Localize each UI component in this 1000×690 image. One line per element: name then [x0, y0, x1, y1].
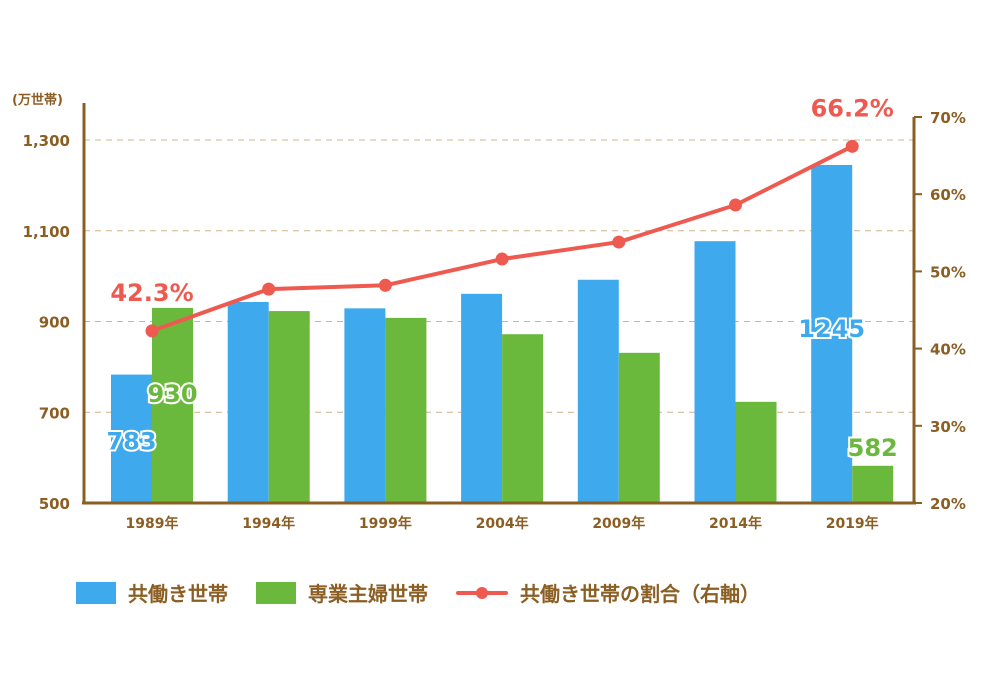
data-label: 582 — [848, 434, 898, 462]
legend-swatch-line — [456, 582, 508, 604]
right-tick-label: 50% — [930, 263, 966, 281]
bar-dual-income — [694, 241, 736, 503]
bar-dual-income — [811, 164, 853, 504]
data-label: 1245 — [798, 315, 865, 343]
legend-item-ratio: 共働き世帯の割合（右軸） — [456, 578, 760, 607]
x-tick-label: 2004年 — [476, 515, 529, 532]
bar-dual-income — [577, 279, 619, 503]
left-tick-label: 500 — [39, 495, 70, 513]
legend: 共働き世帯 専業主婦世帯 共働き世帯の割合（右軸） — [76, 578, 788, 607]
right-tick-label: 20% — [930, 495, 966, 513]
ratio-point — [845, 139, 859, 153]
ratio-point — [378, 278, 392, 292]
ratio-point — [612, 235, 626, 249]
data-label: 42.3% — [110, 279, 193, 307]
bar-dual-income — [461, 293, 503, 503]
bar-dual-income — [227, 301, 269, 503]
right-tick-label: 70% — [930, 109, 966, 127]
bar-housewife — [152, 307, 193, 503]
ratio-point — [495, 252, 509, 266]
right-tick-label: 60% — [930, 186, 966, 204]
bar-housewife — [385, 317, 427, 503]
x-tick-label: 1994年 — [242, 515, 295, 532]
legend-label: 共働き世帯 — [128, 582, 228, 606]
bar-housewife — [735, 401, 777, 503]
x-tick-label: 2009年 — [592, 515, 645, 532]
legend-item-dual-income: 共働き世帯 — [76, 578, 228, 607]
legend-swatch-blue — [76, 581, 116, 604]
bar-dual-income — [111, 374, 152, 503]
bar-housewife — [618, 352, 660, 503]
bar-housewife — [268, 311, 310, 503]
data-label: 783 — [106, 428, 156, 456]
x-tick-label: 1989年 — [126, 515, 179, 532]
ratio-point — [729, 198, 742, 212]
x-tick-label: 1999年 — [359, 515, 412, 532]
data-label: 930 — [147, 380, 197, 408]
x-tick-label: 2014年 — [709, 515, 762, 532]
ratio-point — [262, 282, 276, 296]
left-tick-label: 700 — [39, 404, 70, 422]
left-tick-label: 1,300 — [23, 132, 70, 150]
legend-swatch-green — [256, 581, 296, 604]
ratio-point — [145, 324, 159, 338]
left-unit-label: (万世帯) — [12, 92, 63, 108]
legend-item-housewife: 専業主婦世帯 — [256, 578, 428, 607]
legend-label: 専業主婦世帯 — [308, 582, 428, 606]
right-tick-label: 30% — [930, 418, 966, 436]
left-tick-label: 900 — [39, 314, 70, 332]
bar-dual-income — [344, 308, 386, 503]
x-tick-label: 2019年 — [826, 515, 879, 532]
left-tick-label: 1,100 — [23, 223, 70, 241]
legend-label: 共働き世帯の割合（右軸） — [520, 582, 760, 606]
data-label: 66.2% — [811, 94, 894, 122]
bar-housewife — [852, 465, 894, 503]
right-tick-label: 40% — [930, 341, 966, 359]
bar-housewife — [502, 334, 544, 503]
